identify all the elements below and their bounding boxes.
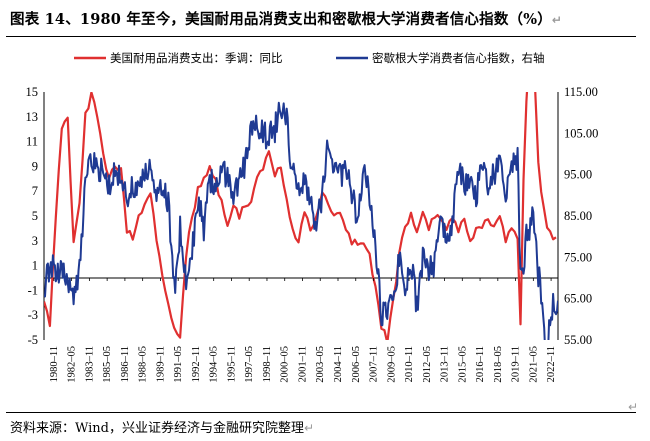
x-tick-label: 2004–11 [333, 346, 344, 382]
left-tick-label: 15 [26, 85, 39, 99]
source-note: 资料来源：Wind，兴业证券经济与金融研究院整理↵ [10, 417, 314, 436]
corner-return-mark: ↵ [628, 400, 639, 414]
left-tick-label: 11 [26, 135, 38, 149]
x-tick-label: 2007–11 [369, 346, 380, 382]
left-tick-label: -3 [28, 308, 38, 322]
x-tick-label: 2003–05 [315, 346, 326, 383]
right-tick-label: 55.00 [564, 333, 592, 347]
x-tick-label: 1997–05 [244, 346, 255, 383]
legend-label-left-series: 美国耐用品消费支出：季调：同比 [110, 51, 283, 65]
right-tick-label: 95.00 [564, 168, 592, 182]
left-tick-label: 3 [32, 234, 38, 248]
x-tick-label: 2000–05 [280, 346, 291, 383]
legend-label-right-series: 密歇根大学消费者信心指数，右轴 [372, 51, 545, 65]
left-tick-label: 7 [32, 184, 38, 198]
x-tick-label: 2015–05 [457, 346, 468, 383]
right-tick-label: 105.00 [564, 126, 598, 140]
x-tick-label: 1995–11 [226, 346, 237, 382]
legend: 美国耐用品消费支出：季调：同比 密歇根大学消费者信心指数，右轴 [74, 51, 545, 65]
source-text: 资料来源：Wind，兴业证券经济与金融研究院整理 [10, 421, 304, 436]
x-tick-label: 2006–05 [351, 346, 362, 383]
left-tick-label: 13 [26, 110, 39, 124]
left-tick-label: 9 [32, 159, 38, 173]
x-tick-label: 2018–05 [493, 346, 504, 383]
x-tick-label: 2009–05 [386, 346, 397, 383]
title-rule [6, 36, 636, 37]
x-tick-label: 2012–05 [422, 346, 433, 383]
x-tick-label: 1986–11 [120, 346, 131, 382]
x-tick-label: 1982–05 [67, 346, 78, 383]
right-tick-label: 75.00 [564, 250, 592, 264]
figure-title-text: 图表 14、1980 年至今，美国耐用品消费支出和密歇根大学消费者信心指数（%） [10, 11, 552, 28]
plot-frame [43, 92, 559, 340]
source-rule [6, 412, 636, 413]
chart: 美国耐用品消费支出：季调：同比 密歇根大学消费者信心指数，右轴 -5-3-113… [26, 51, 599, 383]
right-axis-ticks: 55.00 65.00 75.00 85.00 95.00 105.00 115.00 [564, 85, 598, 347]
x-tick-label: 2016–11 [475, 346, 486, 382]
right-tick-label: 65.00 [564, 292, 592, 306]
x-tick-label: 1991–05 [173, 346, 184, 383]
return-mark: ↵ [551, 13, 563, 27]
x-tick-label: 1980–11 [49, 346, 60, 382]
series-layer [44, 92, 558, 340]
x-tick-label: 2001–11 [297, 346, 308, 382]
series-line-right [44, 101, 558, 340]
x-tick-label: 2022–11 [546, 346, 557, 382]
source-return-mark: ↵ [304, 421, 315, 435]
right-tick-label: 85.00 [564, 209, 592, 223]
figure-title: 图表 14、1980 年至今，美国耐用品消费支出和密歇根大学消费者信心指数（%）… [10, 8, 562, 29]
series-line-left [44, 92, 557, 340]
left-tick-label: -5 [28, 333, 38, 347]
left-tick-label: -1 [28, 283, 38, 297]
x-tick-label: 2010–11 [404, 346, 415, 382]
x-tick-label: 2021–05 [528, 346, 539, 383]
x-tick-label: 2019–11 [511, 346, 522, 382]
x-axis-ticks: 1980–11 1982–05 1983–11 1985–05 1986–11 1988–… [49, 278, 557, 383]
left-tick-label: 1 [32, 259, 38, 273]
x-tick-label: 2013–11 [440, 346, 451, 382]
left-tick-label: 5 [32, 209, 38, 223]
x-tick-label: 1983–11 [84, 346, 95, 382]
right-tick-label: 115.00 [564, 85, 598, 99]
x-tick-label: 1992–11 [191, 346, 202, 382]
x-tick-label: 1985–05 [102, 346, 113, 383]
x-tick-label: 1989–11 [155, 346, 166, 382]
x-tick-label: 1988–05 [138, 346, 149, 383]
x-tick-label: 1994–05 [209, 346, 220, 383]
x-tick-label: 1998–11 [262, 346, 273, 382]
